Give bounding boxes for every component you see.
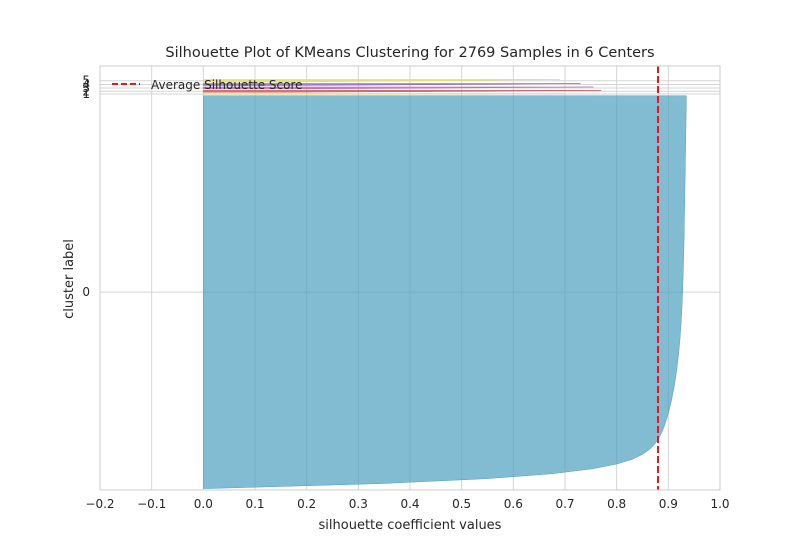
cluster-4-silhouette: [203, 83, 581, 86]
cluster-label-4: 4: [82, 78, 90, 92]
cluster-label-2: 2: [82, 84, 90, 98]
x-tick-label: 0.0: [194, 497, 213, 511]
cluster-label-0: 0: [82, 285, 90, 299]
y-axis-title: cluster label: [62, 239, 77, 319]
x-tick-labels: −0.2 −0.1 0.0 0.1 0.2 0.3 0.4 0.5 0.6 0.7 0.8 0.9 1.…: [85, 497, 729, 511]
cluster-4-area: [203, 83, 581, 86]
cluster-3-area: [203, 86, 594, 90]
x-tick-label: 1.0: [710, 497, 729, 511]
x-tick-label: 0.1: [245, 497, 264, 511]
clusters-layer: [203, 79, 687, 489]
x-tick-label: 0.8: [607, 497, 626, 511]
chart-title: Silhouette Plot of KMeans Clustering for…: [165, 45, 654, 61]
cluster-0-area: [203, 95, 687, 489]
x-tick-label: 0.2: [297, 497, 316, 511]
cluster-label-1: 1: [82, 87, 90, 101]
plot-frame: [99, 65, 721, 491]
cluster-5-silhouette: [203, 79, 560, 83]
cluster-0-silhouette: [203, 95, 687, 489]
cluster-5-area: [203, 79, 560, 83]
x-tick-label: 0.5: [452, 497, 471, 511]
legend: Average Silhouette Score: [112, 78, 303, 92]
x-tick-label: 0.7: [555, 497, 574, 511]
cluster-1-silhouette: [203, 93, 566, 95]
x-tick-label: 0.3: [349, 497, 368, 511]
x-tick-label: 0.6: [504, 497, 523, 511]
cluster-label-5: 5: [82, 74, 90, 88]
x-tick-label: −0.1: [137, 497, 166, 511]
cluster-2-silhouette: [203, 90, 602, 93]
x-tick-label: 0.4: [400, 497, 419, 511]
cluster-3-silhouette: [203, 86, 594, 90]
legend-label: Average Silhouette Score: [151, 78, 303, 92]
x-axis-title: silhouette coefficient values: [319, 518, 502, 533]
cluster-1-area: [203, 93, 566, 95]
cluster-2-area: [203, 90, 602, 93]
cluster-label-3: 3: [82, 81, 90, 95]
x-tick-label: −0.2: [85, 497, 114, 511]
x-tick-label: 0.9: [659, 497, 678, 511]
